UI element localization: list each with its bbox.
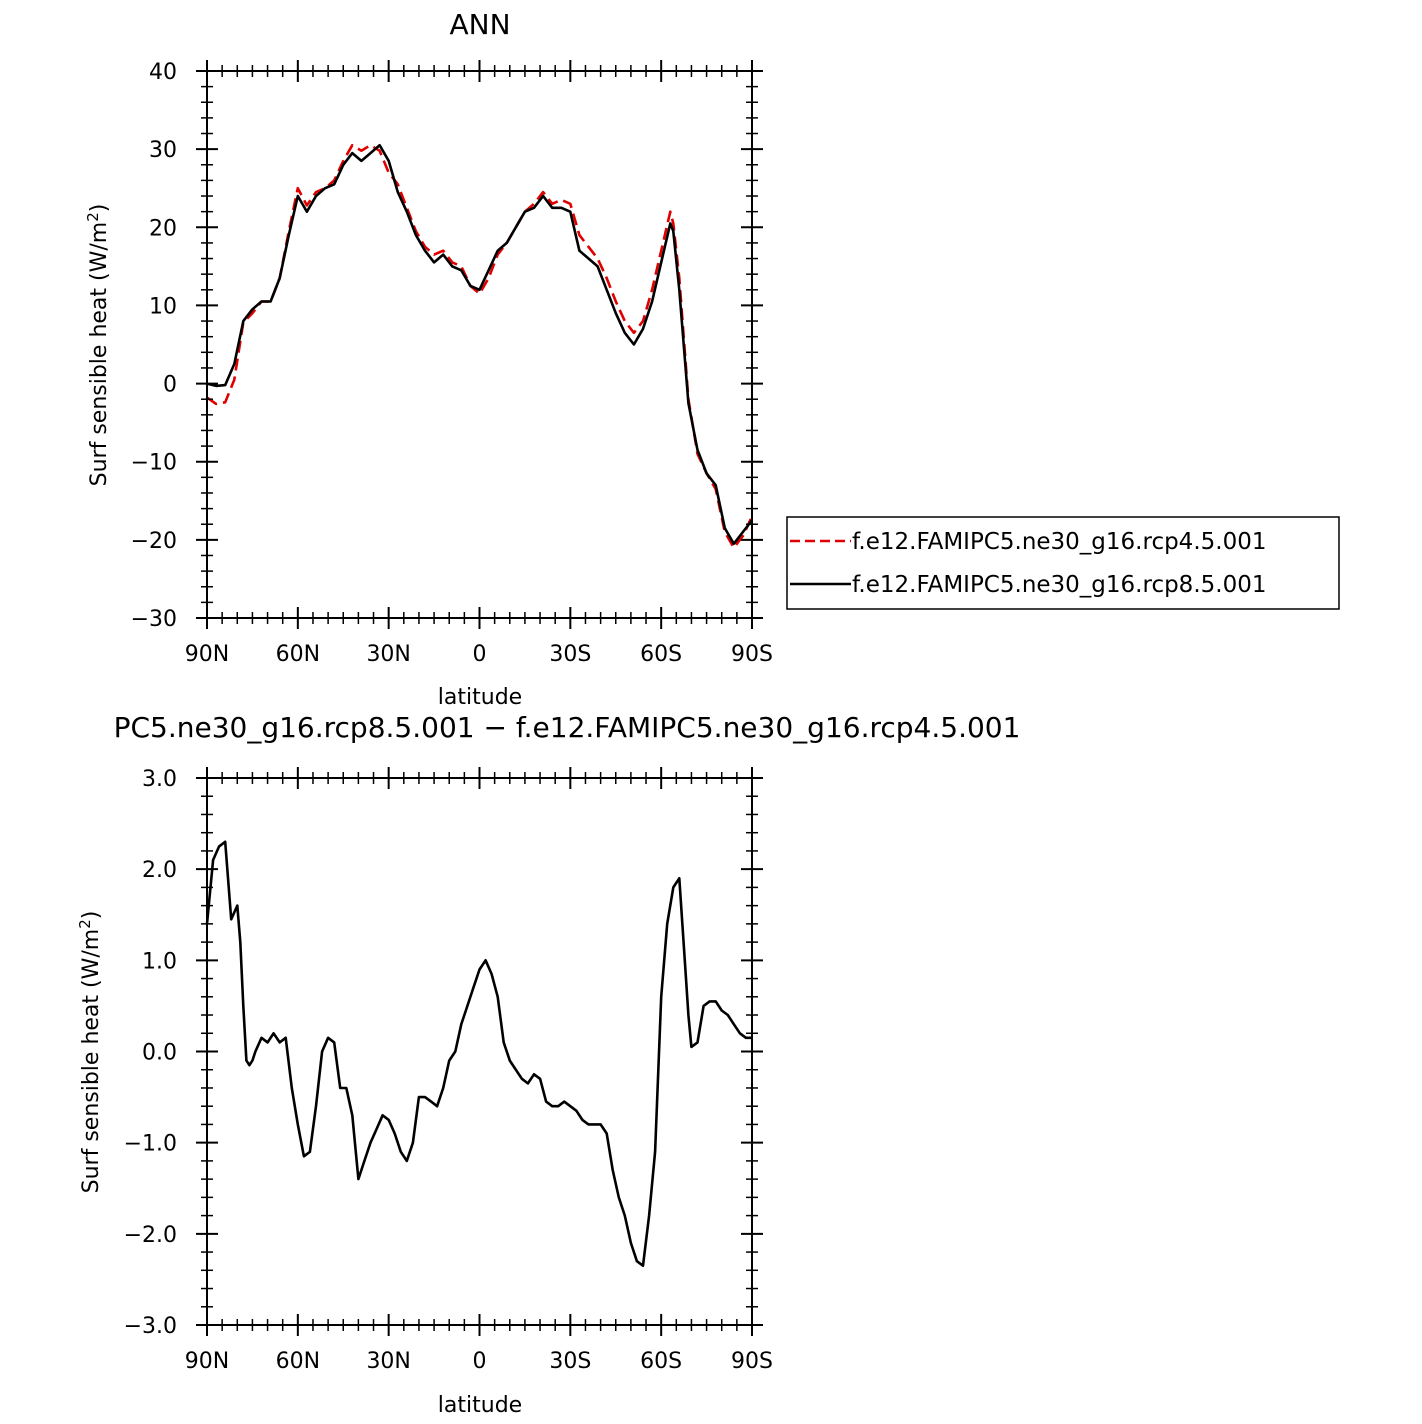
panel2-y-tick-labels: 3.0 2.0 1.0 0.0 −1.0 −2.0 −3.0 <box>124 767 177 1339</box>
panel1-y-tick-labels: 40 30 20 10 0 −10 −20 −30 <box>131 60 177 632</box>
p1-x-tick-label: 30S <box>549 642 591 667</box>
p1-y-tick-label: 40 <box>149 60 177 85</box>
panel2-lines <box>205 840 752 1267</box>
p1-y-tick-label: 0 <box>163 373 177 398</box>
legend-label-rcp45: f.e12.FAMIPC5.ne30_g16.rcp4.5.001 <box>852 529 1266 555</box>
p1-x-tick-label: 30N <box>366 642 410 667</box>
p2-y-tick-label: 1.0 <box>142 949 177 974</box>
p1-series-line-1 <box>206 143 754 546</box>
p1-x-tick-label: 60N <box>276 642 320 667</box>
p2-y-tick-label: −2.0 <box>124 1223 177 1248</box>
p2-x-tick-label: 60S <box>640 1349 682 1374</box>
p1-y-tick-label: 30 <box>149 138 177 163</box>
p2-x-tick-label: 90S <box>731 1349 773 1374</box>
p2-x-tick-label: 0 <box>473 1349 487 1374</box>
p1-x-tick-label: 90N <box>185 642 229 667</box>
legend-box <box>786 516 1340 610</box>
legend-label-rcp85: f.e12.FAMIPC5.ne30_g16.rcp8.5.001 <box>852 572 1266 598</box>
p2-y-tick-label: 3.0 <box>142 767 177 792</box>
p1-y-tick-label: 20 <box>149 216 177 241</box>
p2-x-tick-label: 90N <box>185 1349 229 1374</box>
p2-y-tick-label: 0.0 <box>142 1041 177 1066</box>
panel-difference: PC5.ne30_g16.rcp8.5.001 − f.e12.FAMIPC5.… <box>76 711 1020 1418</box>
panel1-lines <box>206 143 754 550</box>
p1-x-tick-label: 90S <box>731 642 773 667</box>
p2-x-tick-label: 30N <box>366 1349 410 1374</box>
panel1-x-axis-label: latitude <box>438 685 522 710</box>
p2-series-line-0 <box>205 840 752 1267</box>
p1-y-tick-label: 10 <box>149 294 177 319</box>
panel2-x-axis-label: latitude <box>438 1393 522 1418</box>
panel1-x-tick-labels: 90N 60N 30N 0 30S 60S 90S <box>185 642 773 667</box>
panel1-plot-frame <box>206 70 753 619</box>
panel1-ticks <box>196 60 763 629</box>
panel2-x-tick-labels: 90N 60N 30N 0 30S 60S 90S <box>185 1349 773 1374</box>
p2-y-tick-label: −1.0 <box>124 1132 177 1157</box>
panel2-title: PC5.ne30_g16.rcp8.5.001 − f.e12.FAMIPC5.… <box>114 711 1021 744</box>
p1-x-tick-label: 0 <box>473 642 487 667</box>
panel1-y-axis-label: Surf sensible heat (W/m2) <box>84 204 112 487</box>
p1-x-tick-label: 60S <box>640 642 682 667</box>
panel1-title: ANN <box>449 8 510 41</box>
p1-y-tick-label: −30 <box>131 607 177 632</box>
p2-y-tick-label: −3.0 <box>124 1314 177 1339</box>
p2-x-tick-label: 60N <box>276 1349 320 1374</box>
panel2-plot-frame <box>206 777 753 1326</box>
panel2-y-axis-label: Surf sensible heat (W/m2) <box>76 911 104 1194</box>
p2-x-tick-label: 30S <box>549 1349 591 1374</box>
p1-series-line-0 <box>206 143 754 550</box>
panel2-ticks <box>196 767 763 1336</box>
legend: f.e12.FAMIPC5.ne30_g16.rcp4.5.001 f.e12.… <box>786 516 1340 610</box>
p1-y-tick-label: −20 <box>131 529 177 554</box>
panel-annual-mean: ANN 90N 60N 30N 0 30S 60S 90S 40 30 20 10 0 −10 −20 −… <box>84 8 1340 710</box>
p2-y-tick-label: 2.0 <box>142 858 177 883</box>
p1-y-tick-label: −10 <box>131 451 177 476</box>
